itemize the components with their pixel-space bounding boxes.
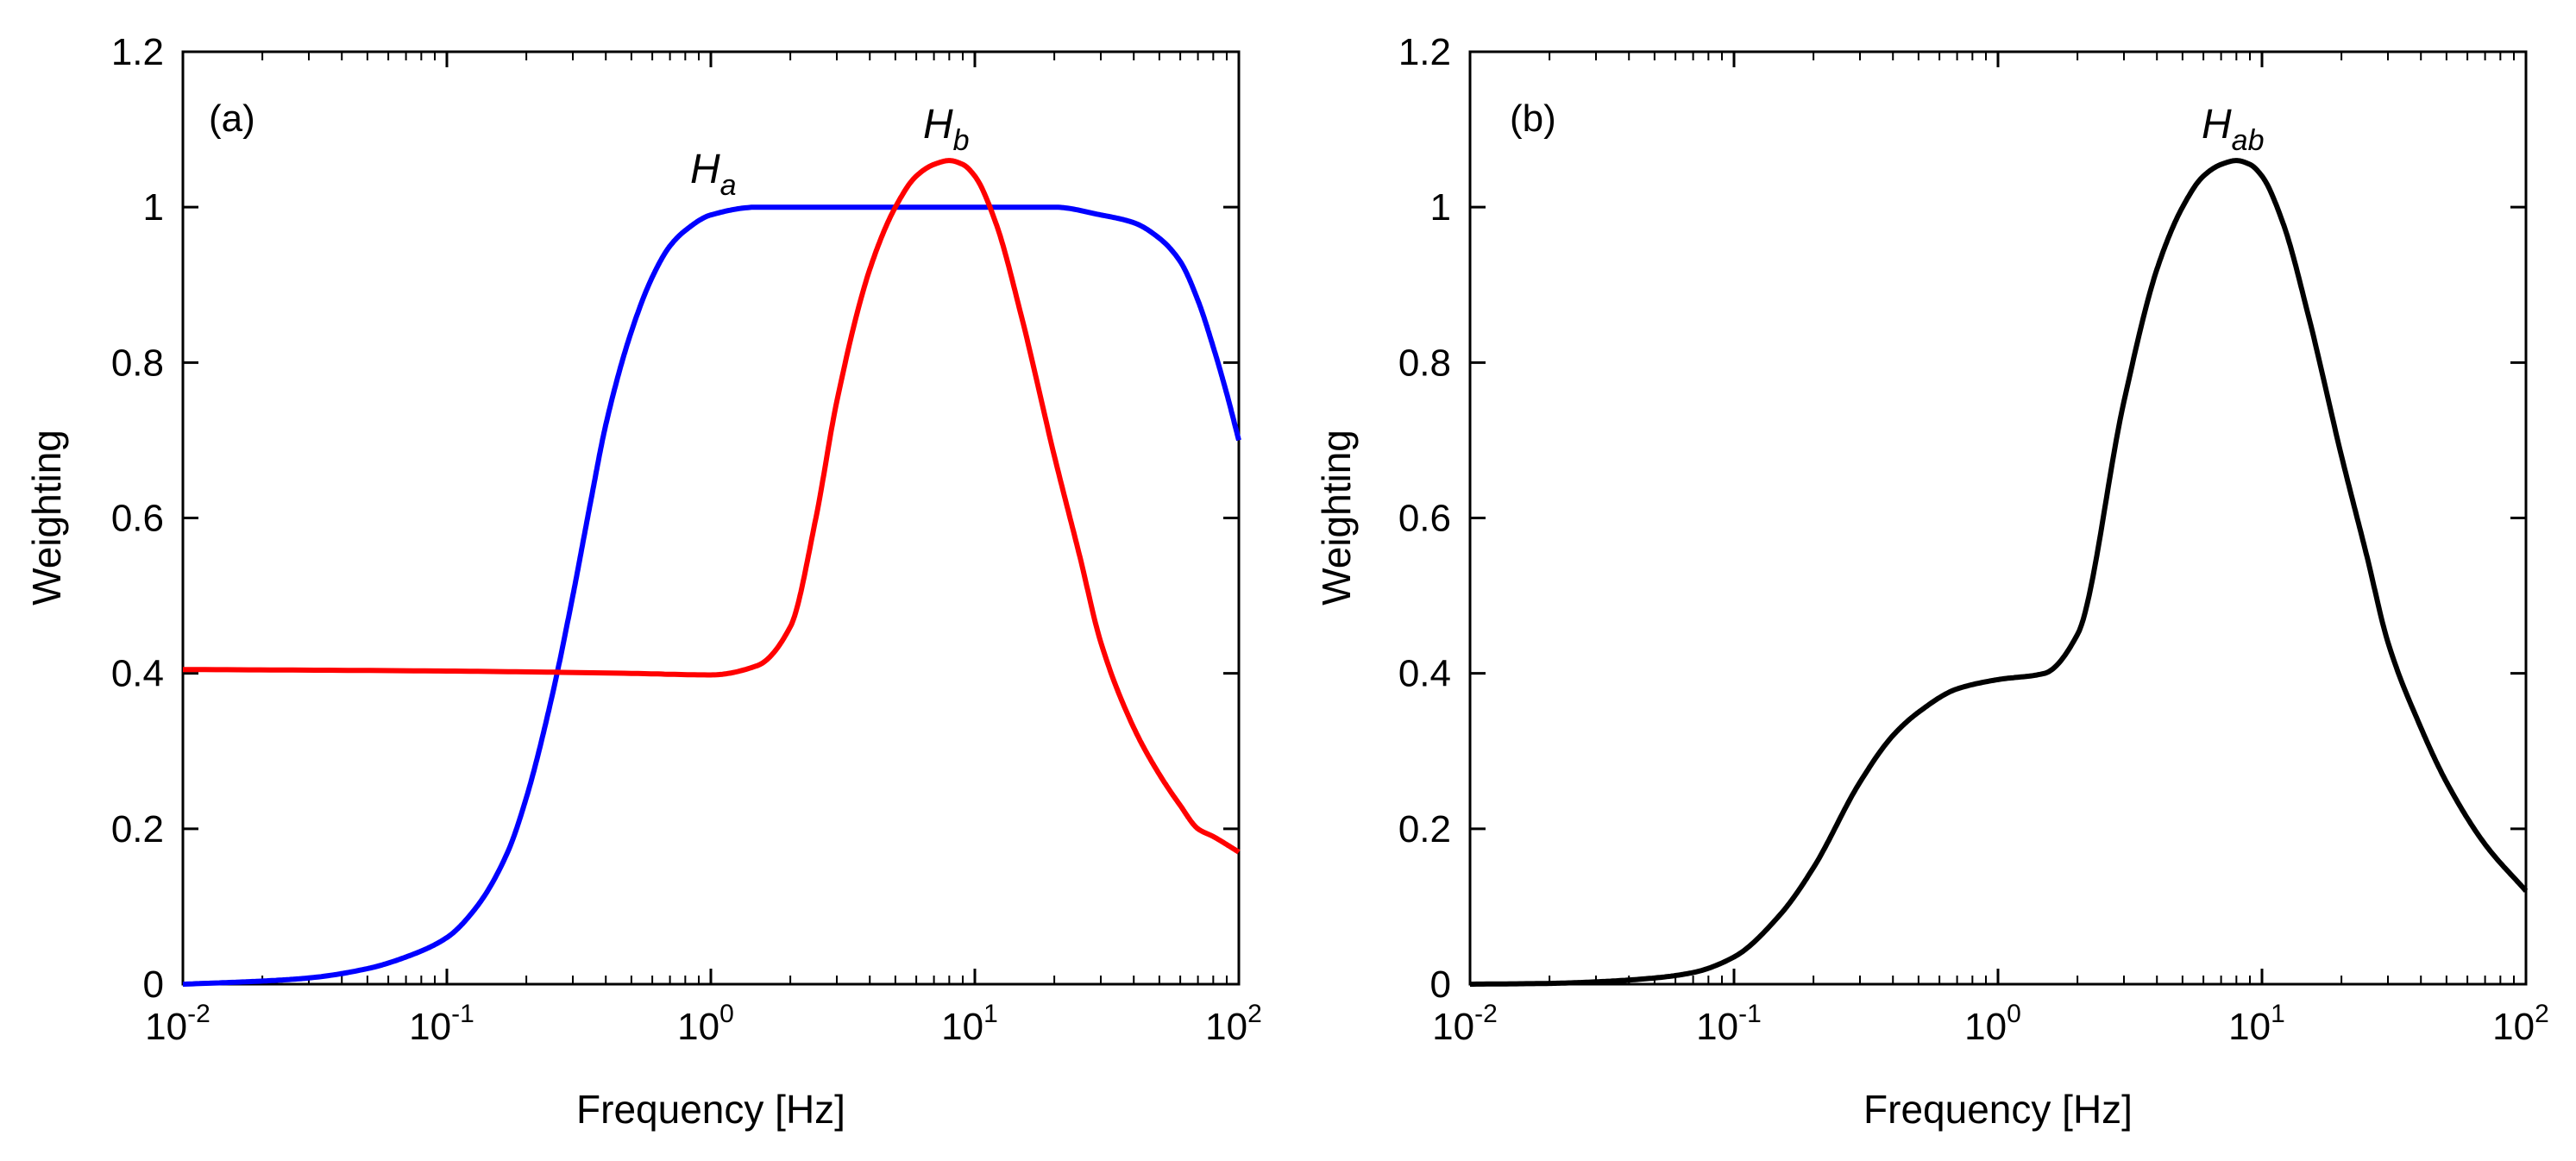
y-tick-label: 0 [1430, 963, 1451, 1006]
y-tick-label: 0.2 [1398, 808, 1451, 850]
curve-label-h-a: Ha [690, 147, 737, 202]
x-axis-label: Frequency [Hz] [576, 1087, 845, 1132]
x-tick-label: 100 [677, 1000, 734, 1048]
y-tick-label: 0.8 [111, 342, 164, 384]
y-tick-label: 0.4 [111, 653, 164, 695]
panel-label: (b) [1510, 97, 1556, 140]
y-tick-label: 1.2 [1398, 31, 1451, 73]
curve-label-h-b: Hb [923, 102, 970, 157]
y-tick-label: 0.4 [1398, 653, 1451, 695]
y-tick-label: 0 [143, 963, 164, 1006]
x-tick-label: 10-2 [1432, 1000, 1498, 1048]
plot-area-frame [1468, 50, 2528, 986]
x-tick-label: 101 [941, 1000, 998, 1048]
chart-panel-a: (a) Frequency [Hz] Weighting 10-2 10-1 100… [24, 31, 1262, 1132]
x-tick-label: 10-1 [409, 1000, 474, 1048]
y-tick-label: 0.2 [111, 808, 164, 850]
x-tick-label: 10-1 [1696, 1000, 1762, 1048]
y-tick-label: 0.6 [1398, 498, 1451, 540]
y-tick-label: 1 [143, 186, 164, 229]
series-line-h-ab [1470, 158, 2529, 987]
y-axis-label: Weighting [1314, 430, 1359, 606]
x-tick-label: 102 [1205, 1000, 1262, 1048]
x-tick-label: 101 [2228, 1000, 2285, 1048]
series-line-h-b [183, 158, 1241, 855]
y-axis-label: Weighting [24, 430, 69, 606]
x-tick-label: 102 [2492, 1000, 2549, 1048]
y-tick-label: 1.2 [111, 31, 164, 73]
x-axis-label: Frequency [Hz] [1863, 1087, 2133, 1132]
y-tick-label: 1 [1430, 186, 1451, 229]
y-tick-label: 0.6 [111, 498, 164, 540]
x-tick-label: 100 [1964, 1000, 2021, 1048]
chart-panel-b: (b) Frequency [Hz] Weighting 10-2 10-1 100… [1314, 31, 2549, 1132]
panel-label: (a) [209, 97, 255, 140]
series-line-h-a [182, 204, 1241, 987]
x-tick-label: 10-2 [145, 1000, 210, 1048]
curve-label-h-ab: Hab [2202, 102, 2265, 157]
y-tick-label: 0.8 [1398, 342, 1451, 384]
